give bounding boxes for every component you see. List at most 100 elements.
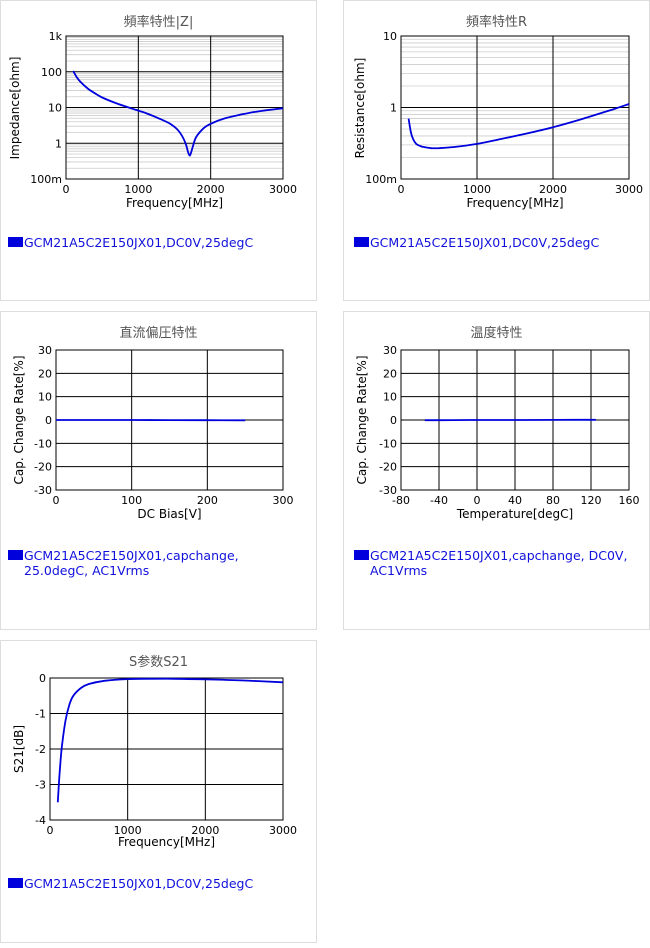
legend-swatch: [354, 550, 369, 560]
y-tick-label: -20: [34, 461, 52, 474]
x-tick-label: 200: [197, 494, 218, 507]
chart-s21: -4 -3 -2 -1 0 0 1000 2000 3000 Frequency[MHz] S21[…: [12, 672, 297, 849]
legend-swatch: [8, 550, 23, 560]
x-tick-label: 1000: [463, 183, 491, 196]
x-tick-label: 160: [619, 494, 640, 507]
y-tick-label: -10: [34, 437, 52, 450]
y-tick-label: 10: [48, 102, 62, 115]
x-tick-label: 1000: [114, 824, 142, 837]
y-tick-label: 10: [38, 391, 52, 404]
y-tick-label: -1: [35, 708, 46, 721]
y-axis-label: Impedance[ohm]: [8, 57, 22, 160]
y-tick-label: -10: [379, 437, 397, 450]
x-tick-label: 300: [273, 494, 294, 507]
series-line[interactable]: [56, 677, 284, 803]
plot-area: 100m 1 10 100 1k 0 1000 2000 3000: [30, 30, 297, 196]
plot-frame: [400, 35, 630, 180]
x-tick-label: 0: [398, 183, 405, 196]
legend-label: GCM21A5C2E150JX01,capchange, 25.0degC, A…: [24, 548, 239, 578]
plot-area: -30 -20 -10 0 10 20 30 -80 -40 0 40 80 120 160: [379, 344, 639, 507]
x-tick-label: 40: [508, 494, 522, 507]
y-tick-label: 1k: [49, 30, 63, 43]
y-tick-label: 30: [383, 344, 397, 357]
x-tick-label: 3000: [615, 183, 643, 196]
y-tick-label: 0: [390, 414, 397, 427]
panel-temperature: 温度特性 -30 -20 -10 0 10 20 30 -80 -40 0 40 80 120 160 Te…: [343, 311, 650, 630]
x-tick-label: -40: [430, 494, 448, 507]
x-tick-label: 3000: [269, 824, 297, 837]
chart-title: 頻率特性|Z|: [123, 15, 194, 30]
y-tick-label: 20: [383, 367, 397, 380]
x-tick-label: 0: [53, 494, 60, 507]
series-line[interactable]: [407, 103, 630, 150]
y-tick-label: 0: [39, 672, 46, 685]
y-tick-label: 0: [45, 414, 52, 427]
chart-title: S参数S21: [128, 655, 189, 670]
legend-label: GCM21A5C2E150JX01,capchange, DC0V, AC1Vr…: [370, 548, 628, 578]
x-axis-label: DC Bias[V]: [137, 507, 201, 521]
y-axis-label: Cap. Change Rate[%]: [355, 355, 369, 484]
y-tick-label: -30: [379, 484, 397, 497]
plot-frame: [400, 349, 630, 491]
legend-label: GCM21A5C2E150JX01,DC0V,25degC: [24, 876, 254, 891]
y-tick-label: 10: [383, 30, 397, 43]
y-axis-label: Resistance[ohm]: [353, 58, 367, 159]
x-tick-label: 2000: [197, 183, 225, 196]
y-tick-label: 10: [383, 391, 397, 404]
plot-area: 100m 1 10 0 1000 2000 3000: [365, 30, 643, 196]
y-axis-label: S21[dB]: [12, 725, 26, 773]
panel-impedance: 頻率特性|Z| 100m 1 10 100 1k 0 1000 2000 3000 Frequen…: [0, 0, 317, 301]
y-tick-label: 30: [38, 344, 52, 357]
chart-resistance: 100m 1 10 0 1000 2000 3000 Frequency[MHz] Resist…: [353, 30, 643, 210]
legend-swatch: [8, 237, 23, 247]
x-axis-label: Frequency[MHz]: [466, 196, 563, 210]
x-tick-label: 120: [581, 494, 602, 507]
x-tick-label: 2000: [191, 824, 219, 837]
legend-item[interactable]: GCM21A5C2E150JX01,DC0V,25degC: [8, 876, 253, 891]
x-tick-label: 0: [474, 494, 481, 507]
x-axis-label: Frequency[MHz]: [118, 835, 215, 849]
y-tick-label: -4: [35, 814, 46, 827]
chart-temperature: -30 -20 -10 0 10 20 30 -80 -40 0 40 80 120 160 Tempera…: [355, 344, 640, 521]
x-tick-label: 0: [47, 824, 54, 837]
y-tick-label: -30: [34, 484, 52, 497]
x-axis-label: Frequency[MHz]: [126, 196, 223, 210]
y-axis-label: Cap. Change Rate[%]: [12, 355, 26, 484]
x-tick-label: 100: [121, 494, 142, 507]
y-tick-label: -2: [35, 743, 46, 756]
legend-item[interactable]: GCM21A5C2E150JX01,DC0V,25degC: [354, 235, 599, 250]
legend-item[interactable]: GCM21A5C2E150JX01,capchange, 25.0degC, A…: [8, 548, 264, 578]
y-tick-label: 100: [41, 66, 62, 79]
y-tick-label: 20: [38, 367, 52, 380]
x-tick-label: 2000: [539, 183, 567, 196]
y-tick-label: -20: [379, 461, 397, 474]
x-tick-label: 80: [546, 494, 560, 507]
x-tick-label: 0: [63, 183, 70, 196]
plot-area: -4 -3 -2 -1 0 0 1000 2000 3000: [35, 672, 297, 837]
plot-frame: [65, 35, 284, 180]
x-tick-label: 3000: [269, 183, 297, 196]
y-tick-label: 100m: [365, 173, 397, 186]
y-tick-label: -3: [35, 779, 46, 792]
legend-swatch: [8, 878, 23, 888]
y-tick-label: 100m: [30, 173, 62, 186]
legend-item[interactable]: GCM21A5C2E150JX01,capchange, DC0V, AC1Vr…: [354, 548, 645, 578]
y-tick-label: 1: [55, 137, 62, 150]
chart-title: 温度特性: [470, 326, 523, 341]
panel-dc-bias: 直流偏圧特性 -30 -20 -10 0 10 20 30 0 100 200 300 DC Bias…: [0, 311, 317, 630]
x-tick-label: 1000: [124, 183, 152, 196]
legend-swatch: [354, 237, 369, 247]
legend-label: GCM21A5C2E150JX01,DC0V,25degC: [24, 235, 254, 250]
chart-title: 直流偏圧特性: [119, 326, 198, 341]
y-tick-label: 1: [390, 102, 397, 115]
x-axis-label: Temperature[degC]: [456, 507, 573, 521]
x-tick-label: -80: [392, 494, 410, 507]
legend-item[interactable]: GCM21A5C2E150JX01,DC0V,25degC: [8, 235, 253, 250]
chart-title: 頻率特性R: [465, 15, 528, 30]
panel-s21: S参数S21 -4 -3 -2 -1 0 0 1000 2000 3000 Frequency[M…: [0, 640, 317, 943]
series-line[interactable]: [72, 70, 284, 157]
chart-impedance: 100m 1 10 100 1k 0 1000 2000 3000 Frequency[MHz] I…: [8, 30, 297, 210]
legend-label: GCM21A5C2E150JX01,DC0V,25degC: [370, 235, 600, 250]
